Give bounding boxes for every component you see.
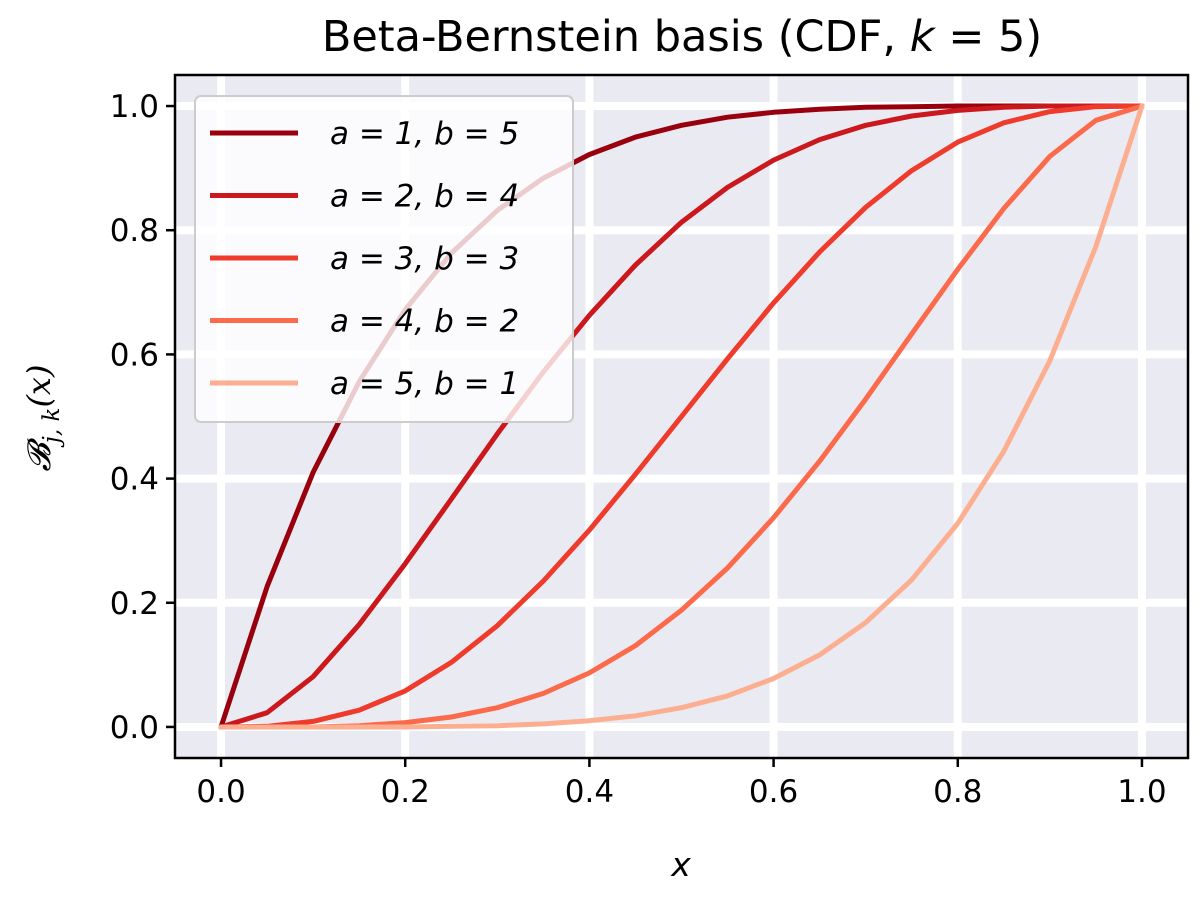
x-tick-label: 0.8 [933,774,982,810]
y-axis: 0.0 0.2 0.4 0.6 0.8 1.0 [110,89,175,746]
x-tick-label: 0.4 [565,774,614,810]
x-tick-label: 1.0 [1117,774,1166,810]
y-tick-label: 0.0 [110,710,159,746]
x-axis: 0.0 0.2 0.4 0.6 0.8 1.0 [196,758,1167,810]
plot-frame [173,73,1190,760]
legend-label-2: a = 2, b = 4 [330,179,519,215]
x-tick-label: 0.6 [749,774,798,810]
y-tick-label: 0.6 [110,337,159,373]
legend: a = 1, b = 5 a = 2, b = 4 a = 3, b = 3 a = … [194,95,574,423]
y-tick-label: 1.0 [110,89,159,125]
series-line-3 [218,103,1145,730]
chart-title: Beta-Bernstein basis (CDF, k = 5) [322,12,1042,62]
x-tick-label: 0.2 [381,774,430,810]
legend-label-3: a = 3, b = 3 [330,241,519,277]
legend-label-5: a = 5, b = 1 [330,366,519,402]
plot-area [173,73,1190,760]
series-lines [218,103,1145,730]
x-axis-label: x [670,845,691,884]
legend-box [194,95,574,423]
legend-label-4: a = 4, b = 2 [330,304,519,340]
series-line-5 [218,103,1145,730]
y-tick-label: 0.8 [110,213,159,249]
y-axis-label: 𝓑j, k(x) [20,365,65,472]
y-tick-label: 0.2 [110,586,159,622]
x-tick-label: 0.0 [196,774,245,810]
series-line-2 [218,103,1145,730]
y-tick-label: 0.4 [110,462,159,498]
legend-label-1: a = 1, b = 5 [330,116,519,152]
